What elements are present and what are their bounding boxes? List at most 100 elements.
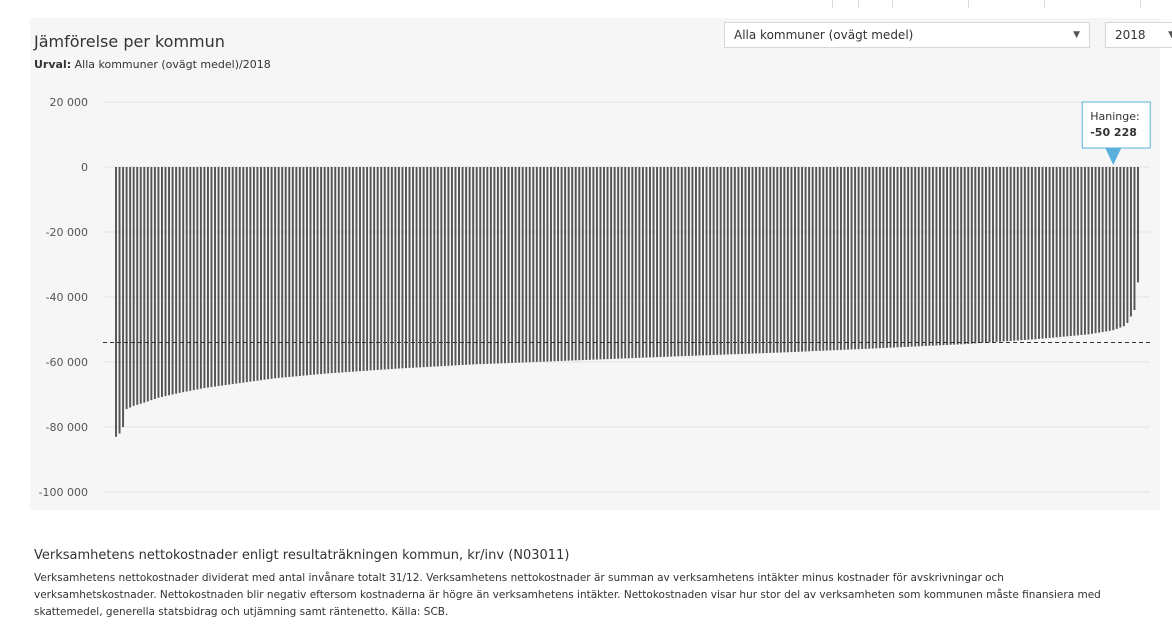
chart-bar[interactable] xyxy=(956,167,959,345)
chart-bar[interactable] xyxy=(712,167,715,355)
chart-bar[interactable] xyxy=(656,167,659,358)
chart-bar[interactable] xyxy=(387,167,390,370)
chart-bar[interactable] xyxy=(397,167,400,369)
chart-bar[interactable] xyxy=(1137,167,1139,283)
chart-bar[interactable] xyxy=(1020,167,1023,341)
chart-bar[interactable] xyxy=(235,167,238,384)
chart-bar[interactable] xyxy=(245,167,248,383)
chart-bar[interactable] xyxy=(313,167,316,375)
chart-bar[interactable] xyxy=(992,167,994,343)
chart-bar[interactable] xyxy=(949,167,952,345)
chart-bar[interactable] xyxy=(1083,167,1086,335)
chart-bar[interactable] xyxy=(638,167,641,358)
chart-bar[interactable] xyxy=(864,167,867,349)
chart-bar[interactable] xyxy=(808,167,811,352)
chart-bar[interactable] xyxy=(323,167,326,374)
chart-bar[interactable] xyxy=(857,167,860,350)
chart-bar[interactable] xyxy=(341,167,344,373)
chart-bar[interactable] xyxy=(822,167,825,351)
chart-bar[interactable] xyxy=(634,167,637,358)
chart-bar[interactable] xyxy=(500,167,503,364)
chart-bar[interactable] xyxy=(1016,167,1019,341)
chart-bar[interactable] xyxy=(641,167,644,358)
chart-bar[interactable] xyxy=(889,167,892,348)
chart-bar[interactable] xyxy=(316,167,319,375)
chart-bar[interactable] xyxy=(351,167,354,372)
chart-bar[interactable] xyxy=(1133,167,1136,310)
chart-bar[interactable] xyxy=(581,167,584,361)
chart-bar[interactable] xyxy=(588,167,591,360)
chart-bar[interactable] xyxy=(698,167,701,356)
chart-bar[interactable] xyxy=(924,167,927,346)
chart-bar[interactable] xyxy=(610,167,613,359)
chart-bar[interactable] xyxy=(1009,167,1012,341)
chart-bar[interactable] xyxy=(359,167,361,372)
chart-bar[interactable] xyxy=(946,167,949,345)
chart-bar[interactable] xyxy=(164,167,167,397)
chart-bar[interactable] xyxy=(521,167,524,363)
chart-bar[interactable] xyxy=(355,167,358,372)
chart-bar[interactable] xyxy=(362,167,365,371)
chart-bar[interactable] xyxy=(694,167,697,356)
chart-bar[interactable] xyxy=(408,167,411,368)
chart-bar[interactable] xyxy=(175,167,178,394)
chart-bar[interactable] xyxy=(549,167,552,362)
chart-bar[interactable] xyxy=(1119,167,1122,328)
chart-bar[interactable] xyxy=(645,167,648,358)
chart-bar[interactable] xyxy=(804,167,807,352)
chart-bar[interactable] xyxy=(595,167,598,360)
chart-bar[interactable] xyxy=(1066,167,1069,337)
chart-bar[interactable] xyxy=(1115,167,1118,329)
chart-bar[interactable] xyxy=(1038,167,1040,339)
chart-bar[interactable] xyxy=(882,167,885,349)
chart-bar[interactable] xyxy=(281,167,284,378)
chart-bar[interactable] xyxy=(518,167,521,363)
chart-bar[interactable] xyxy=(168,167,171,396)
chart-bar[interactable] xyxy=(136,167,139,405)
chart-bar[interactable] xyxy=(118,167,121,434)
chart-bar[interactable] xyxy=(815,167,818,352)
chart-bar[interactable] xyxy=(885,167,888,348)
chart-bar[interactable] xyxy=(1112,167,1115,331)
year-select[interactable]: 2018 ▼ xyxy=(1105,22,1172,48)
chart-bar[interactable] xyxy=(730,167,733,355)
chart-bar[interactable] xyxy=(535,167,538,362)
chart-bar[interactable] xyxy=(631,167,634,359)
chart-bar[interactable] xyxy=(903,167,906,347)
chart-bar[interactable] xyxy=(960,167,963,345)
chart-bar[interactable] xyxy=(412,167,415,368)
chart-bar[interactable] xyxy=(461,167,464,365)
chart-bar[interactable] xyxy=(663,167,666,357)
chart-bar[interactable] xyxy=(122,167,125,427)
chart-bar[interactable] xyxy=(740,167,743,354)
municipality-select[interactable]: Alla kommuner (ovägt medel) ▼ xyxy=(724,22,1090,48)
chart-bar[interactable] xyxy=(680,167,683,357)
chart-bar[interactable] xyxy=(984,167,987,343)
chart-bar[interactable] xyxy=(1094,167,1097,334)
chart-bar[interactable] xyxy=(429,167,432,367)
chart-bar[interactable] xyxy=(231,167,234,385)
chart-bar[interactable] xyxy=(938,167,941,346)
chart-bar[interactable] xyxy=(893,167,895,348)
chart-bar[interactable] xyxy=(617,167,620,359)
chart-bar[interactable] xyxy=(228,167,231,385)
chart-bar[interactable] xyxy=(716,167,719,355)
chart-bar[interactable] xyxy=(422,167,425,368)
chart-bar[interactable] xyxy=(677,167,680,357)
chart-bar[interactable] xyxy=(1080,167,1083,336)
chart-bar[interactable] xyxy=(1052,167,1055,338)
chart-bar[interactable] xyxy=(829,167,832,351)
chart-bar[interactable] xyxy=(256,167,259,381)
chart-bar[interactable] xyxy=(832,167,835,351)
chart-bar[interactable] xyxy=(999,167,1002,342)
chart-bar[interactable] xyxy=(557,167,560,362)
chart-bar[interactable] xyxy=(705,167,708,356)
chart-bar[interactable] xyxy=(334,167,337,373)
chart-bar[interactable] xyxy=(1055,167,1058,338)
chart-bar[interactable] xyxy=(344,167,347,373)
chart-bar[interactable] xyxy=(786,167,789,353)
chart-bar[interactable] xyxy=(981,167,984,343)
chart-bar[interactable] xyxy=(578,167,581,361)
chart-bar[interactable] xyxy=(666,167,669,357)
chart-bar[interactable] xyxy=(1076,167,1079,336)
